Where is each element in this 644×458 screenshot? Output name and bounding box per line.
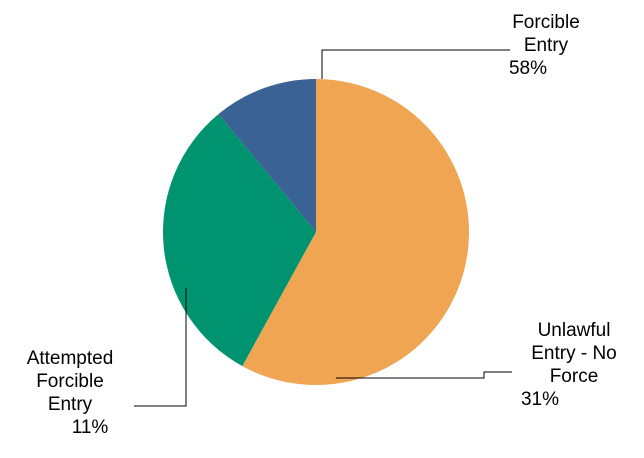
slice-label-1-line-1: Forcible xyxy=(512,12,580,33)
slice-percent-label-2: 31% xyxy=(521,389,559,410)
leader-line-3 xyxy=(134,288,187,407)
slice-percent-label-3: 11% xyxy=(72,417,109,438)
pie-slice-2 xyxy=(163,114,316,367)
slice-label-2-line-3: Force xyxy=(550,366,599,387)
slice-label-3-line-2: Forcible xyxy=(36,371,104,392)
pie-slices xyxy=(163,79,469,385)
slice-label-3-line-3: Entry xyxy=(48,394,93,415)
pie-slice-3 xyxy=(218,79,316,232)
slice-label-2-line-2: Entry - No xyxy=(531,343,617,364)
pie-slice-1 xyxy=(242,79,469,385)
slice-label-2-line-1: Unlawful xyxy=(538,320,611,341)
slice-label-3-line-1: Attempted xyxy=(27,348,114,369)
slice-percent-label-1: 58% xyxy=(509,58,547,79)
leader-line-1 xyxy=(321,49,510,79)
slice-label-1-line-2: Entry xyxy=(524,35,569,56)
leader-line-2 xyxy=(336,371,512,379)
leader-lines xyxy=(134,49,512,407)
